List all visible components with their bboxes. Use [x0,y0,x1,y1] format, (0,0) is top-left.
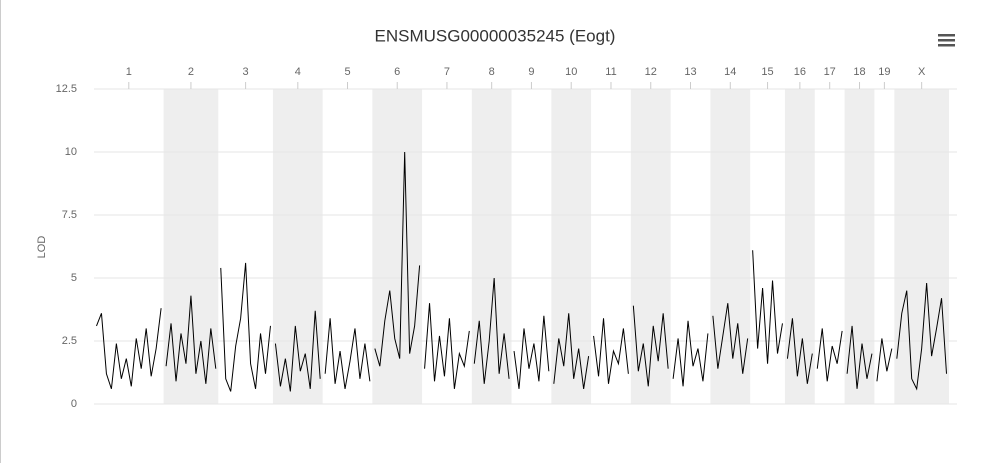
lod-line [632,305,669,387]
bands [163,89,949,404]
lod-line [896,283,948,391]
chromosome-label: 1 [126,66,132,78]
chromosome-band [372,89,423,404]
lod-line [712,303,749,374]
y-tick-label: 7.5 [62,209,77,221]
chromosome-label: 16 [794,66,806,78]
lod-line [846,325,873,389]
menu-bar [938,39,955,42]
chromosome-label: 14 [724,66,736,78]
lod-line [876,338,893,382]
chromosome-band [784,89,815,404]
chromosome-label: 10 [565,66,577,78]
chromosome-band [894,89,949,404]
lod-line [593,318,629,384]
chromosome-label: 2 [188,66,194,78]
chromosome-label: 12 [645,66,657,78]
lod-line [374,151,421,367]
chromosome-label: 15 [761,66,773,78]
chromosome-label: 17 [824,66,836,78]
menu-bar [938,34,955,37]
lod-line [220,262,271,392]
lod-line [786,318,813,384]
lod-line [672,320,709,387]
chromosome-label: 19 [878,66,890,78]
lod-line [473,277,510,384]
chromosome-label: 9 [528,66,534,78]
chromosome-label: 11 [605,66,616,78]
chromosome-label: 7 [444,66,450,78]
lod-line [274,310,321,392]
chromosome-label: 13 [684,66,696,78]
lod-line [553,313,590,389]
y-tick-label: 0 [71,398,77,410]
y-tick-label: 5 [71,272,77,284]
chromosome-label: X [918,66,926,78]
lod-line [324,318,371,389]
lod-line [96,308,162,390]
chromosome-band [272,89,323,404]
chromosome-label: 18 [853,66,865,78]
lod-line [165,295,217,384]
lines [96,151,948,392]
lod-line [752,250,783,364]
chromosome-label: 6 [394,66,400,78]
grid [94,88,957,405]
chromosome-label: 5 [344,66,350,78]
menu-button[interactable] [936,30,958,50]
y-axis-label: LOD [36,236,48,259]
lod-line [424,303,470,389]
chromosome-label: 4 [295,66,301,78]
chromosome-band [710,89,751,404]
chromosome-label: 3 [243,66,249,78]
chart-title: ENSMUSG00000035245 (Eogt) [375,26,616,45]
y-tick-label: 2.5 [62,335,77,347]
menu-bar [938,44,955,47]
chromosome-band [551,89,592,404]
y-tick-label: 10 [65,146,77,158]
chromosome-band [163,89,219,404]
chromosome-band [471,89,512,404]
lod-line [816,328,843,382]
y-tick-label: 12.5 [56,83,77,95]
lod-line [513,315,550,389]
chromosome-label: 8 [489,66,495,78]
